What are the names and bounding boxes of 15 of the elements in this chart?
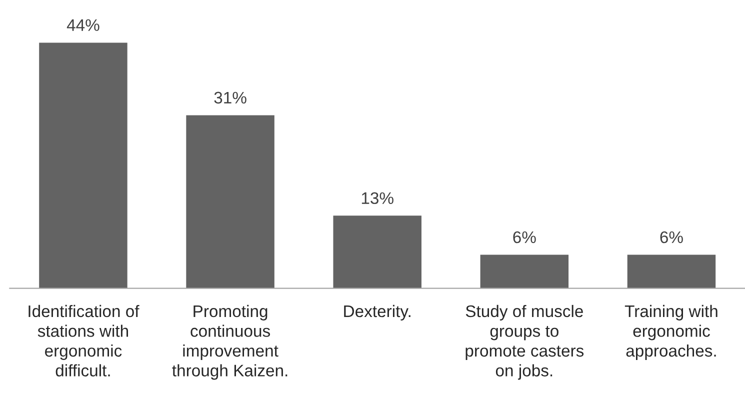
bar [480, 254, 569, 288]
x-tick-label: Dexterity. [344, 304, 410, 320]
x-tick-label: Identification of stations with ergonomic difficult. [28, 304, 140, 376]
bar [333, 216, 422, 288]
bar [186, 115, 274, 288]
data-label: 13% [362, 192, 394, 204]
x-tick-label: Training with ergonomic approaches. [624, 304, 718, 360]
x-tick-label: Promoting continuous improvement through Kaizen. [172, 304, 288, 380]
data-label: 6% [660, 231, 683, 244]
data-label: 44% [66, 19, 100, 31]
x-tick-label: Study of muscle groups to promote casters on jobs. [466, 304, 584, 380]
bar [39, 42, 128, 288]
data-label: 31% [214, 92, 246, 104]
data-label: 6% [513, 231, 536, 244]
bar [627, 254, 716, 288]
